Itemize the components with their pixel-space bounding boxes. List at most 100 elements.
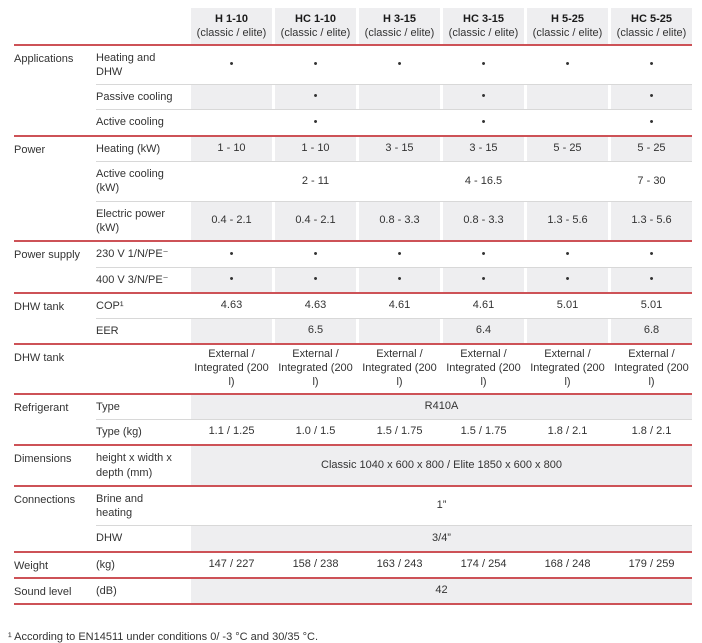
data-cell: 6.5 [272, 319, 356, 344]
span-cell: R410A [188, 394, 692, 419]
data-cell: 0.4 - 2.1 [188, 201, 272, 241]
data-cell: 1.8 / 2.1 [608, 420, 692, 445]
row-sublabel [96, 364, 188, 374]
row-sublabel: (kg) [96, 558, 115, 571]
row-sublabel: EER [96, 325, 119, 338]
table-row-active-cooling: Active cooling • • • [96, 109, 692, 135]
data-cell: External / Integrated (200 l) [272, 345, 356, 393]
header-spacer [14, 8, 188, 44]
table-row-heating-and-dhw: Heating and DHW • • • • • • [96, 45, 692, 85]
data-cell [524, 162, 608, 201]
row-sublabel: Type (kg) [96, 426, 142, 438]
row-sublabel: 400 V 3/N/PE⁻ [96, 273, 169, 286]
data-cell: • [188, 45, 272, 85]
data-cell: 5.01 [524, 293, 608, 319]
row-sublabel: DHW [96, 532, 123, 545]
model-variant: (classic / elite) [196, 27, 267, 40]
data-cell: • [440, 110, 524, 135]
data-cell: External / Integrated (200 l) [608, 345, 692, 393]
group-rows: Heating and DHW • • • • • • Passive cooling • • • A… [96, 45, 692, 135]
group-rows: height x width x depth (mm) Classic 1040 … [96, 446, 692, 485]
data-cell: 163 / 243 [356, 552, 440, 578]
data-cell: • [272, 110, 356, 135]
group-label: Power [14, 143, 46, 156]
data-cell: • [608, 267, 692, 292]
group-rows: External / Integrated (200 l) External / … [96, 345, 692, 393]
data-cell: 5 - 25 [524, 136, 608, 162]
data-cell: 1.5 / 1.75 [440, 420, 524, 445]
row-sublabel: height x width x depth (mm) [96, 452, 172, 479]
group-dimensions: Dimensions height x width x depth (mm) Cla… [14, 446, 692, 487]
data-cell [188, 110, 272, 135]
data-cell: • [188, 267, 272, 292]
group-rows: (kg) 147 / 227 158 / 238 163 / 243 174 / 254… [96, 552, 692, 578]
data-cell: 1.3 - 5.6 [524, 201, 608, 241]
data-cell: • [608, 110, 692, 135]
data-cell: • [440, 45, 524, 85]
group-label: Sound level [14, 586, 72, 599]
page: { "columns": [ {"model": "H 1-10", "vari… [8, 8, 692, 643]
table-row-blank: External / Integrated (200 l) External / … [96, 345, 692, 393]
model-name: HC 3-15 [463, 13, 504, 25]
data-cell: • [524, 242, 608, 267]
group-label: Weight [14, 559, 49, 572]
data-cell: 1.0 / 1.5 [272, 420, 356, 445]
table-row-active-cooling-kw: Active cooling (kW) 2 - 11 4 - 16.5 7 - 30 [96, 161, 692, 201]
column-header-h-5-25: H 5-25 (classic / elite) [524, 8, 608, 44]
row-sublabel: Passive cooling [96, 91, 173, 104]
table-row-eer: EER 6.5 6.4 6.8 [96, 318, 692, 344]
table-row-230-v-1-n-pe: 230 V 1/N/PE⁻ • • • • • • [96, 242, 692, 267]
group-rows: Type R410A Type (kg) 1.1 / 1.25 1.0 / 1.5 1.5… [96, 394, 692, 445]
row-sublabel: (dB) [96, 585, 117, 598]
model-name: H 3-15 [382, 13, 417, 25]
data-cell: 1 - 10 [188, 136, 272, 162]
table-row-height-x-width-x-depth-mm: height x width x depth (mm) Classic 1040 … [96, 446, 692, 485]
table-row-type-kg: Type (kg) 1.1 / 1.25 1.0 / 1.5 1.5 / 1.75 1.… [96, 419, 692, 445]
span-cell: Classic 1040 x 600 x 800 / Elite 1850 x … [188, 446, 692, 485]
group-sound-level: Sound level (dB) 42 [14, 579, 692, 606]
data-cell: 5.01 [608, 293, 692, 319]
group-weight: Weight (kg) 147 / 227 158 / 238 163 / 243 174… [14, 552, 692, 580]
data-cell: External / Integrated (200 l) [188, 345, 272, 393]
row-sublabel: Electric power (kW) [96, 207, 166, 234]
data-cell: 6.8 [608, 319, 692, 344]
data-cell: • [272, 267, 356, 292]
data-cell: 147 / 227 [188, 552, 272, 578]
data-cell [188, 319, 272, 344]
data-cell: 4.61 [356, 293, 440, 319]
data-cell: 0.8 - 3.3 [440, 201, 524, 241]
data-cell: 2 - 11 [272, 162, 356, 201]
data-cell: 3 - 15 [440, 136, 524, 162]
data-cell: 174 / 254 [440, 552, 524, 578]
data-cell [188, 85, 272, 110]
group-power: Power Heating (kW) 1 - 10 1 - 10 3 - 15 3 - 1… [14, 136, 692, 243]
data-cell: • [440, 242, 524, 267]
data-cell [356, 85, 440, 110]
data-cell: • [356, 242, 440, 267]
data-cell: External / Integrated (200 l) [440, 345, 524, 393]
group-rows: Heating (kW) 1 - 10 1 - 10 3 - 15 3 - 15 5 - … [96, 136, 692, 241]
data-cell: 168 / 248 [524, 552, 608, 578]
model-name: H 5-25 [550, 13, 585, 25]
data-cell: • [524, 45, 608, 85]
data-cell: • [440, 85, 524, 110]
model-variant: (classic / elite) [280, 27, 351, 40]
row-sublabel: 230 V 1/N/PE⁻ [96, 248, 169, 261]
data-cell: 1.1 / 1.25 [188, 420, 272, 445]
group-applications: Applications Heating and DHW • • • • • • Passive… [14, 45, 692, 137]
group-dhw-tank: DHW tank COP¹ 4.63 4.63 4.61 4.61 5.01 5.01 EER 6… [14, 293, 692, 346]
footnote: ¹ According to EN14511 under conditions … [8, 631, 319, 643]
data-cell: 6.4 [440, 319, 524, 344]
data-cell: 4 - 16.5 [440, 162, 524, 201]
group-rows: (dB) 42 [96, 579, 692, 604]
data-cell: 7 - 30 [608, 162, 692, 201]
group-power-supply: Power supply 230 V 1/N/PE⁻ • • • • • • 400 V 3/N… [14, 242, 692, 294]
row-sublabel: Active cooling (kW) [96, 168, 164, 195]
table-row-type: Type R410A [96, 394, 692, 419]
data-cell: 0.8 - 3.3 [356, 201, 440, 241]
data-cell: 3 - 15 [356, 136, 440, 162]
data-cell: • [272, 242, 356, 267]
row-sublabel: COP¹ [96, 299, 124, 312]
data-cell: 1.8 / 2.1 [524, 420, 608, 445]
